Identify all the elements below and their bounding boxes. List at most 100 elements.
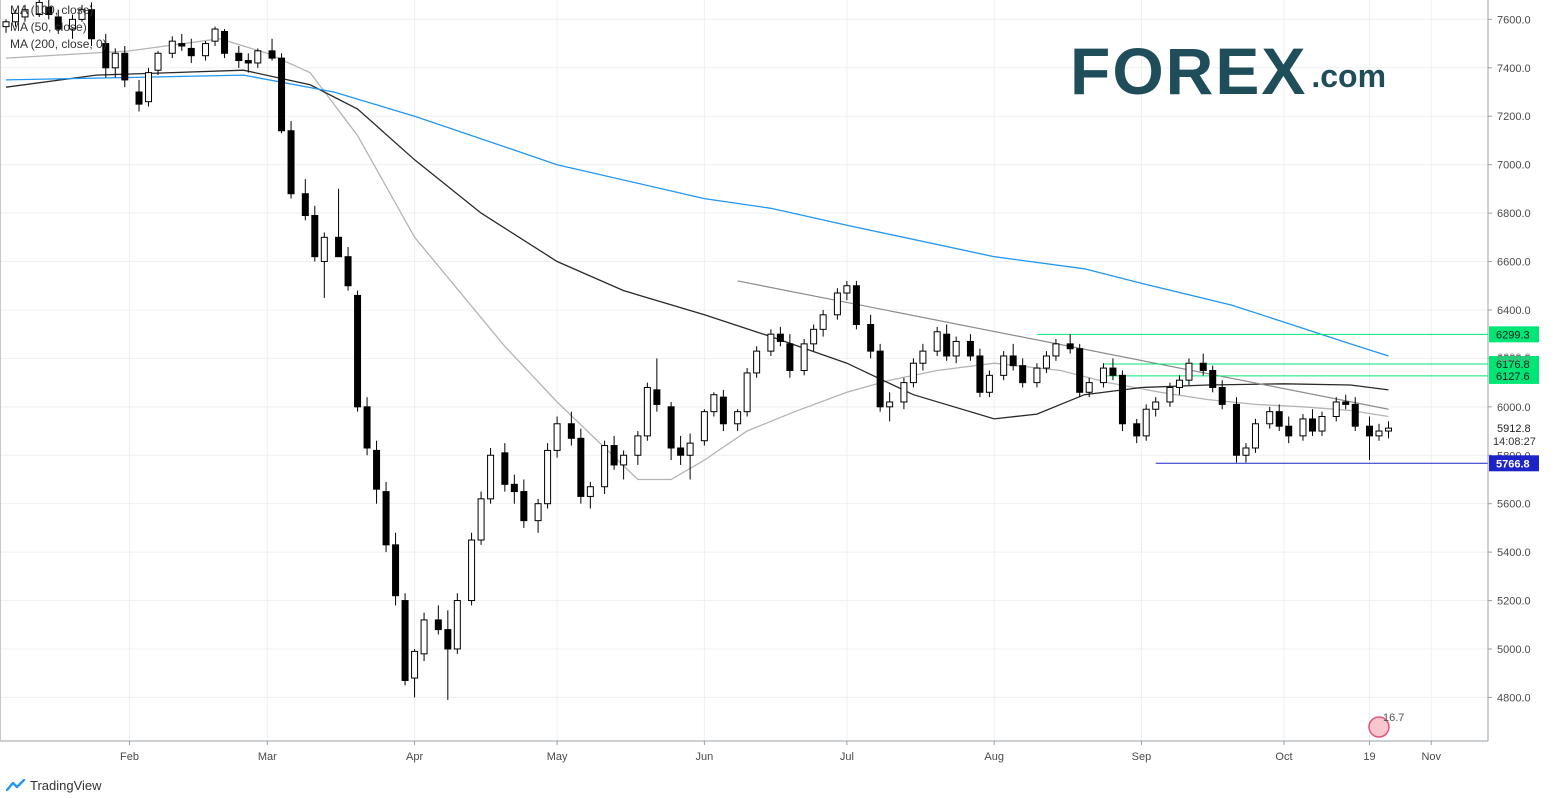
candle-body (919, 350, 927, 364)
level-tag (1489, 326, 1539, 343)
candle-body (1251, 423, 1259, 449)
logo-wordmark: FOREX (1070, 34, 1308, 108)
candle-body (643, 386, 651, 437)
candle-body (909, 362, 917, 384)
candle-body (487, 454, 495, 500)
candle-body (268, 50, 276, 59)
candle-body (12, 12, 20, 23)
candle-body (1308, 418, 1316, 432)
horizontal-levels[interactable] (1036, 333, 1488, 464)
candle-body (1009, 355, 1017, 367)
candle-body (1152, 401, 1160, 410)
x-tick-label: May (547, 751, 568, 763)
level-tag-label: 5766.8 (1496, 458, 1530, 470)
candle-body (544, 449, 552, 505)
candle-body (710, 394, 718, 413)
candle-body (686, 442, 694, 456)
candle-body (700, 411, 708, 442)
candle-body (287, 130, 295, 195)
candle-body (1199, 362, 1207, 371)
candle-body (1019, 365, 1027, 384)
candle-body (800, 343, 808, 371)
forex-logo: FOREX .com (1070, 38, 1386, 104)
candle-body (382, 491, 390, 546)
level-tag-label: 6299.3 (1496, 329, 1530, 341)
candle-body (1242, 447, 1250, 456)
candle-body (401, 600, 409, 681)
candle-body (111, 52, 119, 69)
candle-body (743, 372, 751, 413)
candle-body (833, 292, 841, 316)
candle-body (753, 350, 761, 374)
x-tick-label: Feb (120, 751, 139, 763)
x-tick-label: Apr (406, 751, 423, 763)
y-tick-label: 5200.0 (1497, 596, 1531, 608)
candle-body (976, 355, 984, 393)
y-tick-label: 7000.0 (1497, 160, 1531, 172)
candlestick-series (2, 0, 1392, 700)
candle-body (843, 285, 851, 294)
candle-body (501, 452, 509, 485)
tradingview-icon (6, 778, 26, 791)
candle-body (244, 60, 252, 64)
candle-body (966, 340, 974, 357)
candle-body (392, 544, 400, 597)
x-tick-label: Mar (258, 751, 277, 763)
candle-body (767, 333, 775, 352)
candle-body (601, 445, 609, 488)
candle-body (88, 9, 96, 40)
candle-body (933, 331, 941, 352)
y-tick-label: 6600.0 (1497, 257, 1531, 269)
candle-body (202, 43, 210, 57)
candle-body (21, 9, 29, 18)
candle-body (78, 9, 86, 20)
candle-body (1066, 343, 1074, 350)
y-tick-label: 5400.0 (1497, 547, 1531, 559)
x-tick-label: Nov (1421, 751, 1441, 763)
dividend-badge[interactable]: 16.7 (1368, 712, 1404, 738)
level-tag (1489, 455, 1539, 472)
candle-body (1285, 425, 1293, 437)
candle-body (187, 47, 195, 57)
candle-body (344, 256, 352, 287)
candle-body (1275, 411, 1283, 427)
indicator-legend[interactable]: MA (100, close) MA (50, close) MA (200, cl… (10, 3, 107, 51)
candle-body (434, 619, 442, 631)
candle-body (886, 401, 894, 408)
candle-body (453, 600, 461, 650)
candle-body (311, 215, 319, 258)
candle-body (876, 350, 884, 408)
candle-body (1133, 423, 1141, 437)
candle-body (677, 447, 685, 456)
x-tick-label: Sep (1132, 751, 1152, 763)
candle-body (534, 503, 542, 522)
y-tick-label: 7200.0 (1497, 111, 1531, 123)
x-axis-ticks: Feb Mar Apr May Jun Jul Aug Sep Oct 19 Nov (120, 741, 1442, 763)
candle-body (235, 52, 243, 62)
x-tick-label: Oct (1275, 751, 1292, 763)
candle-body (653, 389, 661, 405)
candle-body (1142, 408, 1150, 437)
candle-body (900, 382, 908, 403)
candle-body (468, 539, 476, 602)
candle-body (477, 498, 485, 541)
dividend-icon (1368, 716, 1390, 738)
candle-body (1052, 343, 1060, 357)
candle-body (734, 411, 742, 425)
candle-body (1332, 401, 1340, 418)
candle-body (1209, 370, 1217, 388)
candle-body (135, 91, 143, 105)
trendline (737, 280, 1389, 410)
candle-body (610, 445, 618, 466)
tradingview-brand[interactable]: TradingView (6, 778, 102, 793)
candle-body (335, 236, 343, 258)
candle-body (411, 650, 419, 679)
trendline-layer[interactable] (737, 280, 1389, 410)
candle-body (444, 629, 452, 650)
candle-body (1000, 355, 1008, 376)
candle-body (45, 6, 53, 16)
candle-body (121, 52, 129, 81)
candle-body (1365, 425, 1373, 437)
candle-body (320, 236, 328, 263)
